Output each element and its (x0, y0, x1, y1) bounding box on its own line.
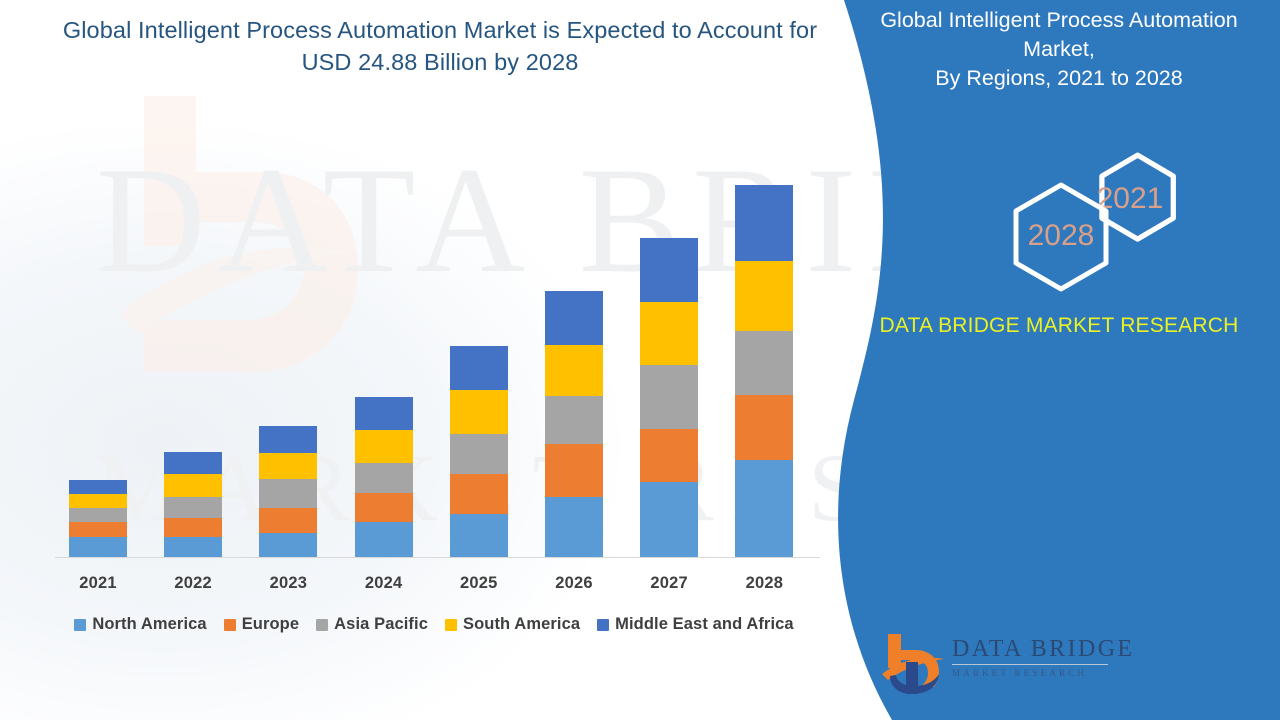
chart-legend: North America Europe Asia Pacific South Ame… (0, 615, 868, 634)
bar-segment-asia-pacific[interactable] (164, 497, 223, 518)
bar-segment-asia-pacific[interactable] (640, 365, 699, 429)
right-panel: Global Intelligent Process Automation Ma… (820, 0, 1280, 720)
bar-segment-europe[interactable] (640, 429, 699, 482)
logo-b-icon (882, 634, 944, 694)
legend-item-south-america[interactable]: South America (445, 615, 580, 634)
legend-item-europe[interactable]: Europe (223, 615, 300, 634)
bar-segment-europe[interactable] (69, 522, 127, 537)
bar-segment-middle-east-and-africa[interactable] (164, 452, 223, 474)
hexagon-2028-label: 2028 (1028, 219, 1095, 252)
x-label-2028: 2028 (745, 574, 784, 592)
bar-segment-south-america[interactable] (735, 261, 794, 331)
logo-text: DATA BRIDGE MARKET RESEARCH (952, 636, 1135, 679)
x-axis-line (55, 557, 820, 558)
bar-segment-south-america[interactable] (164, 474, 223, 497)
legend-swatch-icon (597, 618, 610, 631)
legend-swatch-icon (445, 618, 457, 631)
watermark-b-logo (120, 96, 358, 372)
bar-segment-north-america[interactable] (69, 537, 127, 557)
bar-segment-north-america[interactable] (545, 497, 603, 557)
legend-label: Middle East and Africa (615, 615, 794, 633)
bar-segment-north-america[interactable] (640, 482, 699, 557)
bar-segment-europe[interactable] (545, 444, 603, 497)
bar-segment-middle-east-and-africa[interactable] (449, 346, 508, 390)
bar-segment-north-america[interactable] (259, 533, 318, 557)
bar-segment-middle-east-and-africa[interactable] (69, 480, 127, 494)
legend-label: Asia Pacific (334, 615, 428, 633)
x-label-2026: 2026 (555, 574, 593, 592)
bar-segment-north-america[interactable] (164, 537, 223, 557)
bar-segment-middle-east-and-africa[interactable] (259, 426, 318, 453)
hexagon-badges: 2021 2028 (852, 140, 1252, 305)
bar-segment-middle-east-and-africa[interactable] (545, 291, 603, 345)
x-label-2022: 2022 (174, 574, 212, 592)
bar-segment-asia-pacific[interactable] (69, 508, 127, 522)
bar-segment-europe[interactable] (735, 395, 794, 460)
logo-line1: DATA BRIDGE (952, 636, 1135, 662)
bar-segment-south-america[interactable] (259, 453, 318, 479)
hexagon-svg: 2021 2028 (1013, 152, 1176, 292)
logo-line2: MARKET RESEARCH (952, 668, 1088, 678)
bar-segment-asia-pacific[interactable] (259, 479, 318, 508)
bar-segment-south-america[interactable] (449, 390, 508, 434)
legend-item-asia-pacific[interactable]: Asia Pacific (316, 615, 428, 634)
panel-shape (838, 0, 1280, 720)
legend-label: Europe (241, 615, 300, 633)
legend-swatch-icon (223, 618, 236, 631)
page-title: Global Intelligent Process Automation Ma… (62, 17, 818, 75)
bar-segment-asia-pacific[interactable] (545, 396, 603, 444)
bar-segment-asia-pacific[interactable] (449, 434, 508, 474)
bar-segment-north-america[interactable] (735, 460, 794, 557)
bar-segment-south-america[interactable] (545, 345, 603, 396)
bar-2021[interactable] (69, 480, 127, 557)
hexagon-2028: 2028 (1013, 182, 1109, 292)
bar-segment-europe[interactable] (449, 474, 508, 514)
legend-label: North America (92, 615, 207, 633)
bar-segment-south-america[interactable] (354, 430, 413, 463)
bar-2022[interactable] (164, 452, 223, 557)
logo-divider (952, 664, 1108, 665)
bar-2026[interactable] (545, 291, 603, 557)
legend-swatch-icon (316, 618, 329, 631)
bar-segment-europe[interactable] (354, 493, 413, 522)
x-label-2023: 2023 (269, 574, 308, 592)
company-logo: DATA BRIDGE MARKET RESEARCH (880, 630, 1135, 700)
bar-segment-south-america[interactable] (69, 494, 127, 508)
panel-title: Global Intelligent Process Automation Ma… (880, 8, 1238, 90)
x-label-2027: 2027 (650, 574, 688, 592)
bar-2028[interactable] (735, 185, 794, 557)
bar-segment-europe[interactable] (164, 518, 223, 537)
legend-swatch-icon (74, 618, 87, 631)
brand-text: DATA BRIDGE MARKET RESEARCH (879, 314, 1239, 337)
bar-segment-middle-east-and-africa[interactable] (354, 397, 413, 430)
bar-2027[interactable] (640, 238, 699, 557)
bar-segment-north-america[interactable] (354, 522, 413, 557)
bar-segment-south-america[interactable] (640, 302, 699, 365)
legend-label: South America (463, 615, 581, 633)
legend-item-middle-east-and-africa[interactable]: Middle East and Africa (597, 615, 794, 634)
bar-2023[interactable] (259, 426, 318, 557)
bar-segment-europe[interactable] (259, 508, 318, 533)
bar-2025[interactable] (449, 346, 508, 557)
bar-segment-middle-east-and-africa[interactable] (640, 238, 699, 302)
x-label-2021: 2021 (79, 574, 117, 592)
bar-segment-middle-east-and-africa[interactable] (735, 185, 794, 261)
bar-segment-asia-pacific[interactable] (354, 463, 413, 493)
x-label-2025: 2025 (460, 574, 498, 592)
bar-2024[interactable] (354, 397, 413, 557)
stacked-bar-chart: 2021 2022 2023 2024 2025 2026 2027 2028 (55, 185, 820, 592)
x-label-2024: 2024 (364, 574, 403, 592)
bar-segment-north-america[interactable] (449, 514, 508, 557)
legend-item-north-america[interactable]: North America (74, 615, 207, 634)
bar-segment-asia-pacific[interactable] (735, 331, 794, 395)
